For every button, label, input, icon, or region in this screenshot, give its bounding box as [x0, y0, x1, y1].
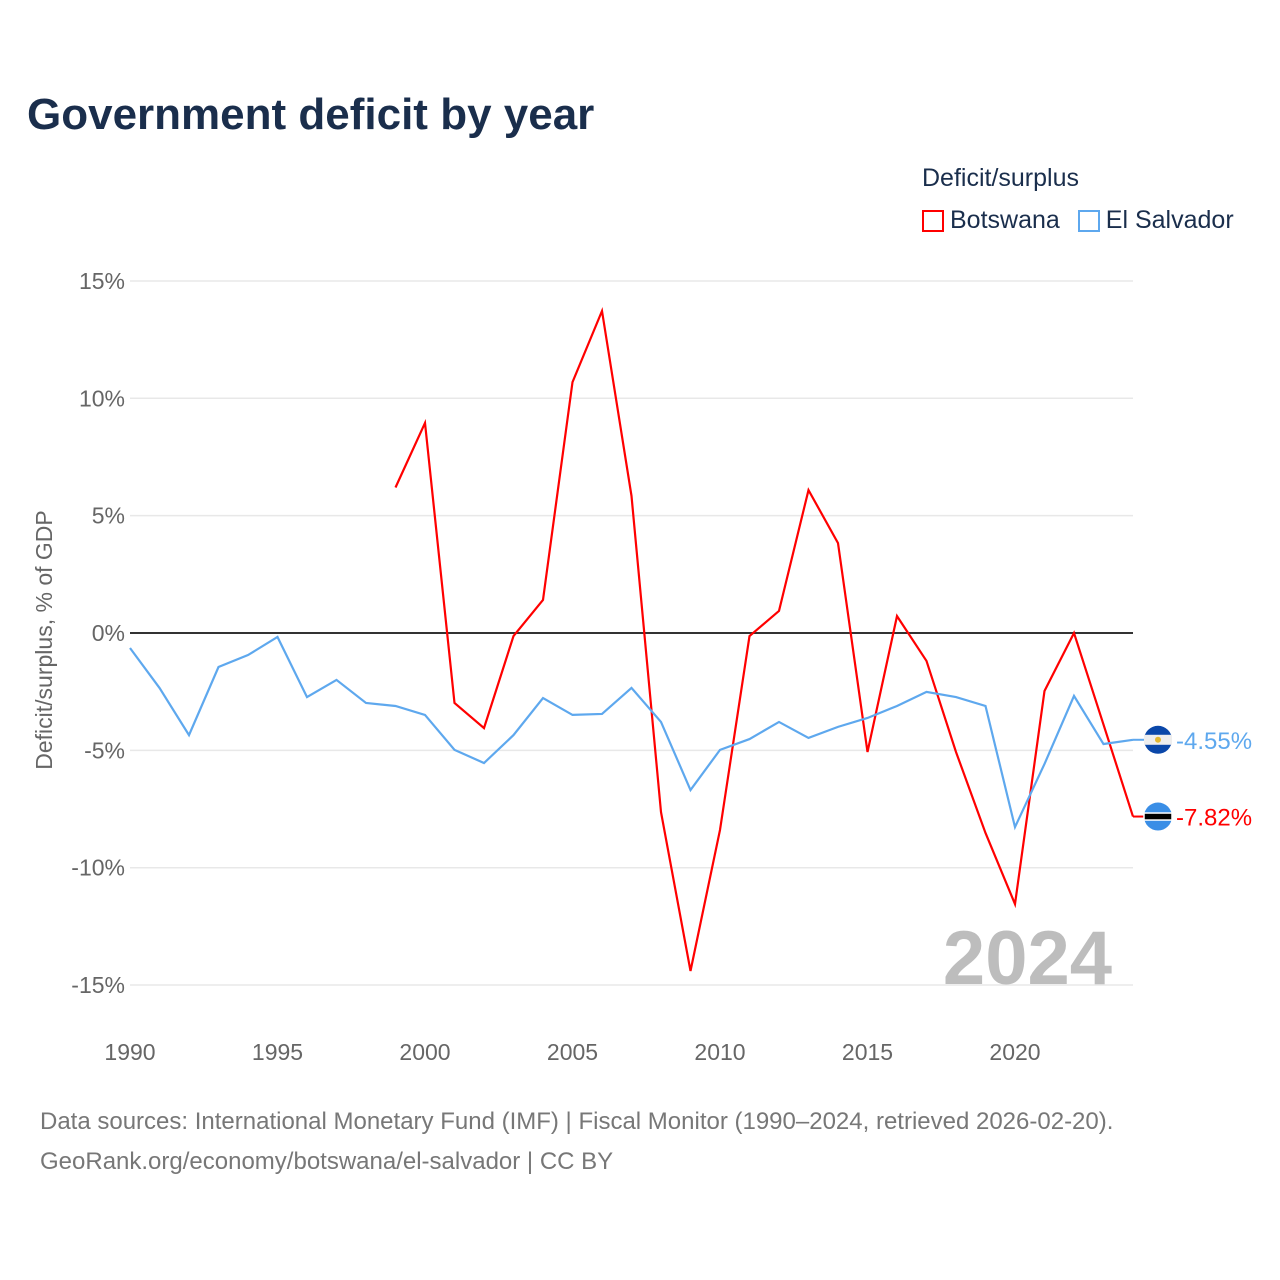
series-line-el-salvador: [129, 635, 1134, 831]
chart-title: Government deficit by year: [27, 90, 595, 139]
legend-item-el-salvador[interactable]: El Salvador: [1077, 206, 1234, 235]
y-tick-label: 15%: [79, 268, 125, 294]
flag-stripe: [1143, 812, 1173, 821]
x-tick-label: 1990: [104, 1039, 155, 1065]
legend-title: Deficit/surplus: [922, 164, 1079, 192]
legend-swatch: [922, 209, 944, 232]
y-tick-label: 10%: [79, 385, 125, 411]
y-tick-label: 0%: [92, 620, 125, 646]
y-tick-label: -10%: [71, 855, 125, 881]
y-tick-label: 5%: [92, 503, 125, 529]
x-tick-label: 2010: [694, 1039, 745, 1065]
legend-item-botswana[interactable]: Botswana: [922, 206, 1060, 235]
footer-sources: Data sources: International Monetary Fun…: [40, 1108, 1114, 1135]
y-tick-label: -5%: [84, 737, 125, 763]
y-tick-label: -15%: [71, 972, 125, 998]
x-tick-label: 2000: [399, 1039, 450, 1065]
year-watermark: 2024: [943, 916, 1112, 1001]
x-tick-label: 2020: [989, 1039, 1040, 1065]
end-value-label: -4.55%: [1176, 728, 1252, 755]
x-tick-label: 2005: [547, 1039, 598, 1065]
x-tick-label: 1995: [252, 1039, 303, 1065]
x-tick-label: 2015: [842, 1039, 893, 1065]
legend-label: Botswana: [950, 206, 1060, 234]
footer-link[interactable]: GeoRank.org/economy/botswana/el-salvador…: [40, 1148, 614, 1175]
series-line-botswana: [394, 306, 1135, 972]
legend-label: El Salvador: [1105, 206, 1234, 234]
legend: Botswana El Salvador: [922, 206, 1234, 235]
end-value-label: -7.82%: [1176, 805, 1252, 832]
legend-swatch: [1077, 209, 1100, 232]
flag-emblem: [1155, 736, 1161, 743]
y-axis-label: Deficit/surplus, % of GDP: [31, 510, 57, 769]
